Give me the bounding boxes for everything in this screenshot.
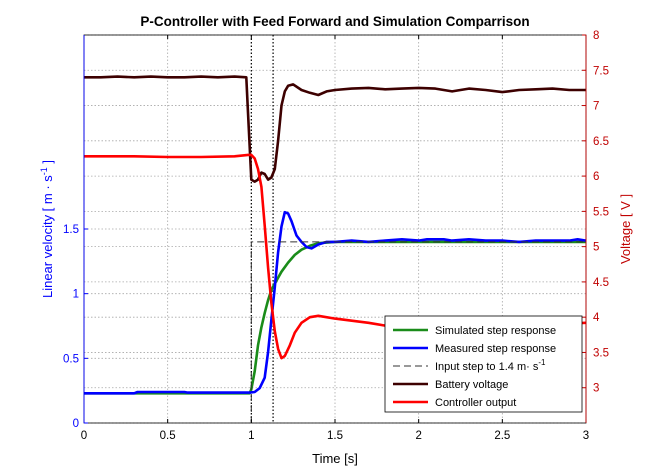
legend-label: Controller output — [435, 397, 516, 409]
y-right-tick-label: 5 — [593, 242, 599, 254]
legend-label: Input step to 1.4 m· s-1 — [435, 358, 546, 373]
legend-box — [384, 315, 583, 413]
y-axis-left-label: Linear velocity [ m · s-1 ] — [39, 160, 55, 298]
y-axis-left-label-exponent: -1 — [39, 167, 49, 175]
legend-label-text: Input step to 1.4 m· s — [435, 361, 539, 373]
y-axis-left: 0 0.5 1 1.5 — [63, 35, 88, 430]
y-axis-right: 3 3.5 4 4.5 5 5.5 6 6.5 7 7.5 8 — [582, 30, 609, 423]
y-left-tick-label: 0 — [73, 418, 79, 430]
y-right-tick-label: 7.5 — [593, 65, 609, 77]
event-markers — [250, 35, 274, 423]
x-tick-label: 2 — [415, 430, 421, 442]
legend-label-text: Measured step response — [435, 343, 556, 355]
x-tick-label: 0 — [81, 430, 87, 442]
x-axis-label: Time [s] — [312, 451, 358, 466]
y-left-tick-label: 0.5 — [63, 353, 79, 365]
y-right-tick-label: 4 — [593, 312, 600, 324]
x-tick-label: 0.5 — [160, 430, 176, 442]
legend: Simulated step response Measured step res… — [384, 315, 583, 413]
x-tick-label: 1 — [248, 430, 254, 442]
chart-title: P-Controller with Feed Forward and Simul… — [140, 14, 529, 29]
series-line-3 — [84, 75, 586, 183]
y-left-tick-label: 1 — [73, 289, 79, 301]
series-line-2 — [250, 241, 586, 423]
legend-items: Simulated step response Measured step res… — [393, 325, 556, 409]
y-right-tick-label: 6.5 — [593, 136, 609, 148]
legend-label-text: Simulated step response — [435, 325, 556, 337]
legend-label-text: Battery voltage — [435, 379, 508, 391]
y-left-tick-label: 1.5 — [63, 224, 79, 236]
legend-label: Battery voltage — [435, 379, 508, 391]
legend-label-exponent: -1 — [538, 358, 546, 367]
y-right-tick-label: 8 — [593, 30, 599, 42]
legend-label: Simulated step response — [435, 325, 556, 337]
x-tick-label: 3 — [583, 430, 589, 442]
y-right-tick-label: 5.5 — [593, 206, 609, 218]
y-right-tick-label: 6 — [593, 171, 599, 183]
y-axis-right-label: Voltage [ V ] — [618, 194, 633, 264]
series-line-1 — [84, 210, 587, 395]
y-axis-left-label-close: ] — [40, 160, 55, 167]
y-right-tick-label: 3.5 — [593, 347, 609, 359]
y-right-tick-label: 3 — [593, 383, 599, 395]
y-right-tick-label: 4.5 — [593, 277, 609, 289]
x-tick-label: 2.5 — [494, 430, 510, 442]
x-axis: 0 0.5 1 1.5 2 2.5 3 — [81, 35, 589, 442]
x-tick-label: 1.5 — [327, 430, 343, 442]
y-axis-left-label-main: Linear velocity [ m · s — [40, 175, 55, 298]
legend-label: Measured step response — [435, 343, 556, 355]
legend-label-text: Controller output — [435, 397, 516, 409]
y-right-tick-label: 7 — [593, 101, 599, 113]
